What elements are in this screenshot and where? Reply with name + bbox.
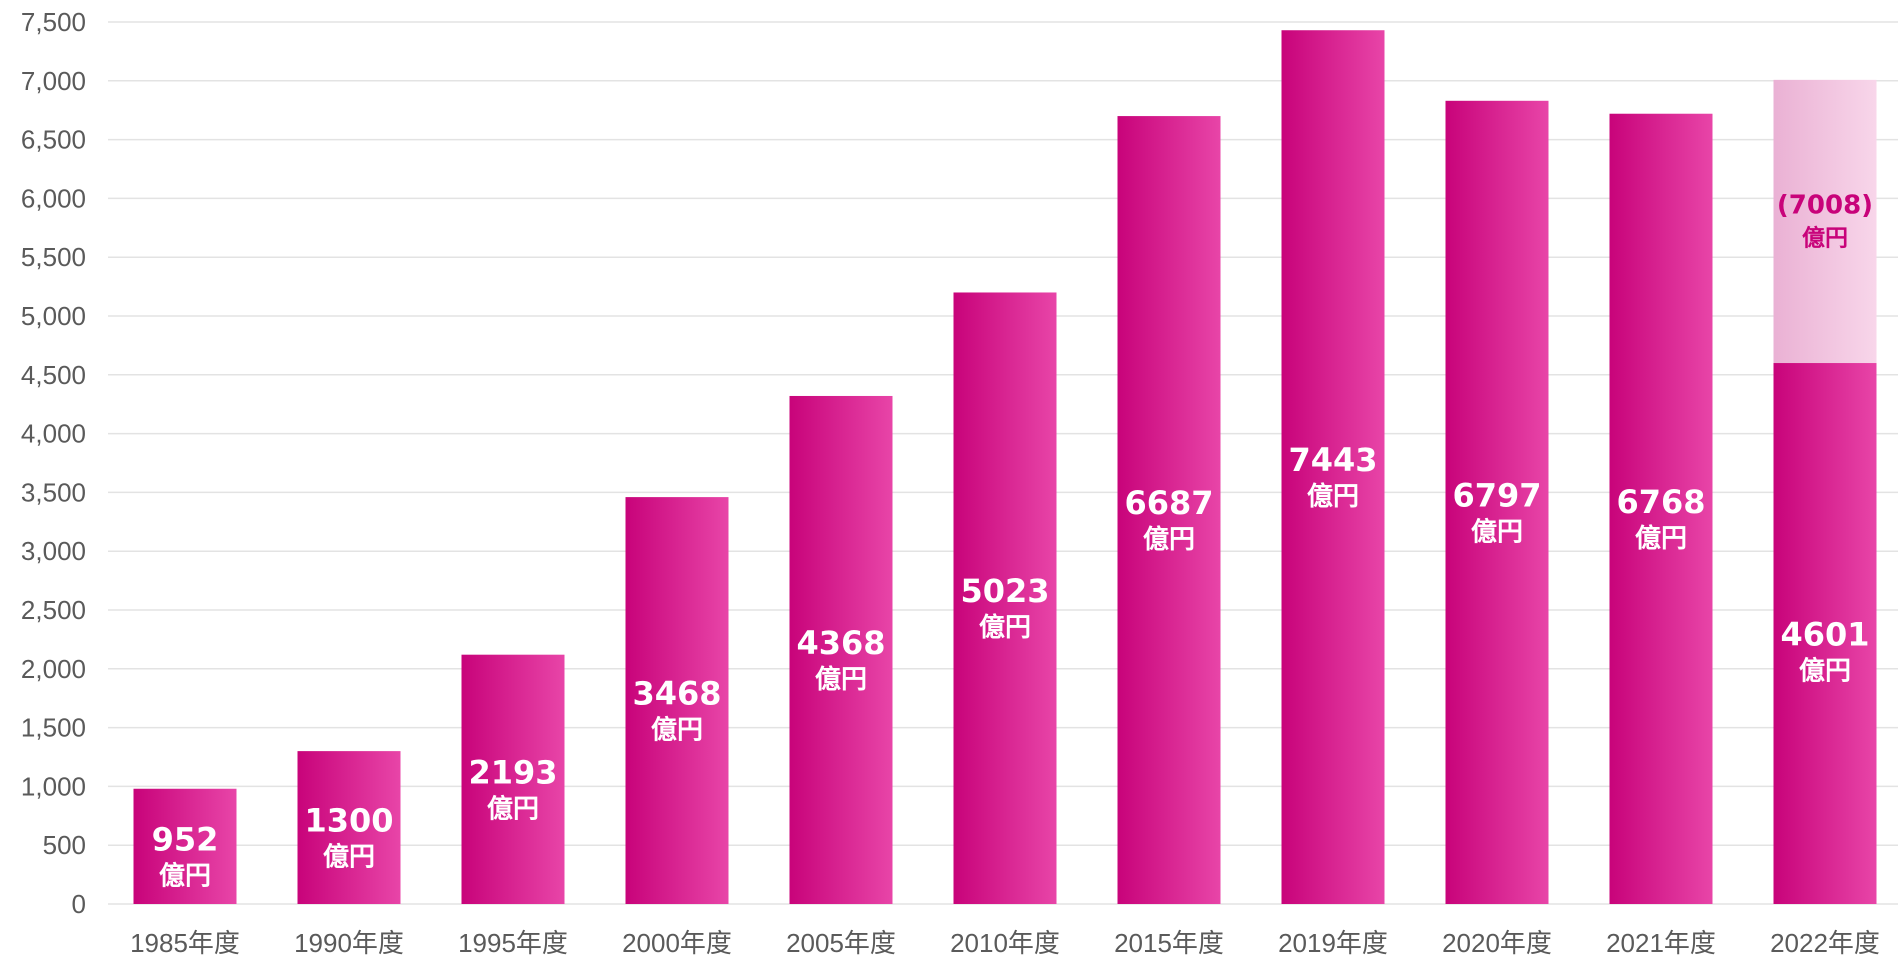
projected-value-label: (7008) xyxy=(1777,190,1873,220)
x-tick-label: 1995年度 xyxy=(458,928,568,958)
bar xyxy=(1117,116,1221,904)
bar xyxy=(133,788,237,904)
bar-unit-label: 億円 xyxy=(323,843,375,873)
bar-value-label: 6797 xyxy=(1452,476,1541,514)
projected-bar xyxy=(1773,79,1877,364)
x-tick-label: 2010年度 xyxy=(950,928,1060,958)
bar xyxy=(625,497,729,904)
bar-unit-label: 億円 xyxy=(815,665,867,695)
x-tick-label: 2019年度 xyxy=(1278,928,1388,958)
x-tick-label: 2000年度 xyxy=(622,928,732,958)
bar xyxy=(297,751,401,904)
bar xyxy=(1281,30,1385,905)
bars: 952億円1300億円2193億円3468億円4368億円5023億円6687億… xyxy=(133,30,1877,905)
x-tick-label: 1985年度 xyxy=(130,928,240,958)
bar-value-label: 952 xyxy=(152,820,219,858)
bar-unit-label: 億円 xyxy=(651,716,703,746)
y-tick-label: 6,000 xyxy=(21,183,86,213)
x-tick-label: 2015年度 xyxy=(1114,928,1224,958)
bar-unit-label: 億円 xyxy=(1799,657,1851,687)
bar-value-label: 6768 xyxy=(1616,483,1705,521)
y-tick-label: 6,500 xyxy=(21,125,86,155)
bar-unit-label: 億円 xyxy=(1307,482,1359,512)
y-tick-label: 3,500 xyxy=(21,477,86,507)
bar-value-label: 2193 xyxy=(468,753,557,791)
bar-value-label: 4601 xyxy=(1780,616,1869,654)
y-tick-label: 0 xyxy=(72,889,86,919)
x-tick-label: 2022年度 xyxy=(1770,928,1880,958)
x-tick-label: 2020年度 xyxy=(1442,928,1552,958)
y-tick-label: 7,000 xyxy=(21,66,86,96)
bar-unit-label: 億円 xyxy=(487,794,539,824)
bar-value-label: 7443 xyxy=(1288,441,1377,479)
y-tick-label: 4,500 xyxy=(21,360,86,390)
y-tick-label: 1,500 xyxy=(21,713,86,743)
y-tick-label: 5,000 xyxy=(21,301,86,331)
x-tick-label: 1990年度 xyxy=(294,928,404,958)
y-tick-label: 1,000 xyxy=(21,771,86,801)
bar-value-label: 5023 xyxy=(960,572,1049,610)
bar-unit-label: 億円 xyxy=(159,861,211,891)
bar-unit-label: 億円 xyxy=(1143,525,1195,555)
y-tick-label: 2,500 xyxy=(21,595,86,625)
bar xyxy=(953,292,1057,905)
y-tick-label: 500 xyxy=(43,830,86,860)
x-tick-label: 2021年度 xyxy=(1606,928,1716,958)
bar xyxy=(789,395,893,904)
bar-unit-label: 億円 xyxy=(979,613,1031,643)
bar-unit-label: 億円 xyxy=(1635,524,1687,554)
bar xyxy=(1445,100,1549,905)
bar-value-label: 1300 xyxy=(304,802,393,840)
bar-value-label: 4368 xyxy=(796,624,885,662)
y-tick-label: 4,000 xyxy=(21,419,86,449)
y-tick-label: 7,500 xyxy=(21,7,86,37)
bar-value-label: 6687 xyxy=(1124,484,1213,522)
y-tick-label: 3,000 xyxy=(21,536,86,566)
x-axis-ticks: 1985年度 1990年度 1995年度 2000年度 2005年度 2010年度 2015… xyxy=(130,928,1880,958)
projected-unit-label: 億円 xyxy=(1802,224,1848,251)
y-axis-ticks: 0 500 1,000 1,500 2,000 2,500 3,000 3,500 4,000 4… xyxy=(21,7,86,919)
y-tick-label: 2,000 xyxy=(21,654,86,684)
bar xyxy=(1773,363,1877,904)
y-tick-label: 5,500 xyxy=(21,242,86,272)
bar-value-label: 3468 xyxy=(632,675,721,713)
x-tick-label: 2005年度 xyxy=(786,928,896,958)
bar xyxy=(461,654,565,904)
bar xyxy=(1609,113,1713,904)
bar-unit-label: 億円 xyxy=(1471,517,1523,547)
